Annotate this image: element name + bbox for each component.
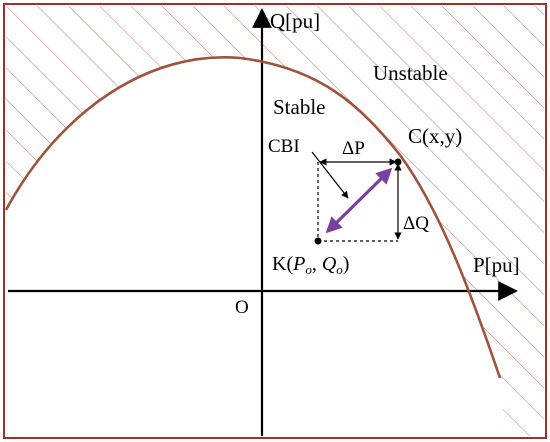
stable-label: Stable xyxy=(273,95,326,119)
delta-p-label: ΔP xyxy=(342,138,365,159)
delta-q-label: ΔQ xyxy=(403,213,429,234)
unstable-label: Unstable xyxy=(373,61,448,85)
cbi-label: CBI xyxy=(268,136,300,157)
cbi-double-arrow xyxy=(325,167,393,234)
q-axis-label: Q[pu] xyxy=(270,9,320,33)
p-axis-label: P[pu] xyxy=(473,253,520,277)
stability-boundary-curve xyxy=(4,55,502,379)
point-k-label: K(Po, Qo) xyxy=(272,253,349,277)
diagram-frame xyxy=(3,3,547,439)
point-c-marker xyxy=(394,158,402,166)
point-k-marker xyxy=(314,237,322,245)
origin-label: O xyxy=(235,297,249,318)
point-c-label: C(x,y) xyxy=(408,124,462,148)
